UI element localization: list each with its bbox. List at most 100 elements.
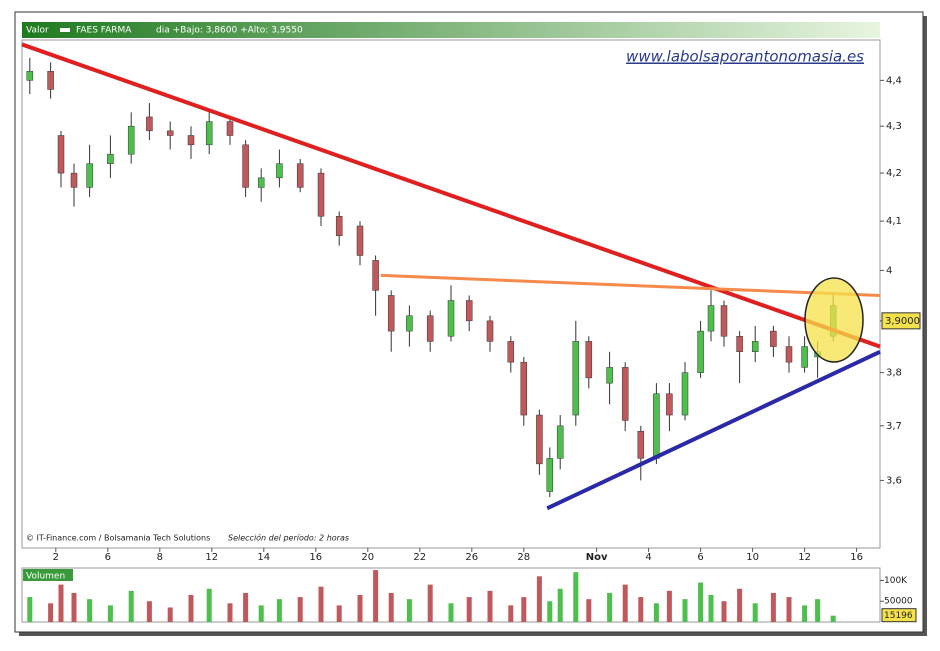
volume-bar xyxy=(276,599,282,622)
volume-bar xyxy=(770,592,776,622)
y-tick-label: 4,2 xyxy=(886,168,902,179)
volume-bar xyxy=(167,607,173,622)
volume-bar xyxy=(466,597,472,622)
period: Selección del período: 2 horas xyxy=(228,533,349,543)
volume-bar xyxy=(188,595,194,622)
x-tick-label: 12 xyxy=(205,552,218,563)
candle-body xyxy=(465,300,473,322)
header-field: Valor xyxy=(26,26,49,36)
candle-body xyxy=(70,172,78,188)
candle-body xyxy=(653,393,660,459)
footer: © IT-Finance.com / Bolsamania Tech Solut… xyxy=(26,534,210,543)
y-tick-label: 4,1 xyxy=(886,216,902,227)
volume-bar xyxy=(406,599,412,622)
candle-body xyxy=(486,320,494,342)
candle-body xyxy=(785,346,793,363)
x-tick-label: 2 xyxy=(53,552,59,563)
candle-body xyxy=(372,260,379,291)
candle-body xyxy=(801,346,808,368)
volume-tick-label: 50000 xyxy=(884,597,913,607)
volume-bar xyxy=(508,605,514,622)
x-tick-label: 12 xyxy=(798,552,811,563)
volume-bar xyxy=(87,599,93,622)
volume-last-box xyxy=(881,608,917,623)
volume-bar xyxy=(708,595,714,622)
candle-body xyxy=(585,341,593,379)
volume-last-label: 15196 xyxy=(884,611,913,621)
candle-body xyxy=(317,172,325,217)
last-price-box xyxy=(881,312,921,330)
volume-bar xyxy=(786,597,792,622)
candle-body xyxy=(447,300,455,337)
y-tick-label: 3,7 xyxy=(886,421,902,432)
candle-body xyxy=(507,341,515,363)
volume-bar xyxy=(815,599,821,622)
highlight-ellipse xyxy=(804,277,864,363)
trendline xyxy=(546,349,881,511)
volume-bar xyxy=(206,588,212,622)
volume-bar xyxy=(107,605,113,622)
volume-bar xyxy=(373,570,379,622)
volume-bar xyxy=(557,588,563,622)
volume-bar xyxy=(698,582,704,622)
candle-body xyxy=(546,458,554,492)
y-tick-label: 4,3 xyxy=(886,121,902,132)
candle-body xyxy=(536,414,543,465)
candle-body xyxy=(606,367,613,384)
volume-bar xyxy=(830,615,836,622)
volume-bar xyxy=(487,590,493,622)
header-name: FAES FARMA xyxy=(76,26,132,36)
volume-tick-label: 100K xyxy=(884,576,908,586)
volume-bar xyxy=(721,601,727,622)
volume-bar xyxy=(388,592,394,622)
volume-bar xyxy=(547,601,553,622)
volume-bar xyxy=(586,599,592,622)
x-tick-label: 6 xyxy=(697,552,703,563)
volume-bar xyxy=(297,597,303,622)
volume-bar xyxy=(357,595,363,622)
volume-bar xyxy=(802,605,808,622)
candle-body xyxy=(720,305,728,337)
volume-bar xyxy=(521,597,527,622)
volume-bar xyxy=(682,599,688,622)
header-info: dia +Bajo: 3,8600 +Alto: 3,9550 xyxy=(156,26,303,36)
header-bar xyxy=(22,22,880,38)
x-tick-label: Nov xyxy=(586,552,608,563)
y-tick-label: 4 xyxy=(886,265,892,276)
volume-bar xyxy=(638,597,644,622)
x-tick-label: 26 xyxy=(465,552,478,563)
candle-body xyxy=(226,121,234,136)
volume-title: Volumen xyxy=(26,572,65,582)
candle-body xyxy=(242,144,249,188)
y-tick-label: 3,8 xyxy=(886,368,902,379)
candle-body xyxy=(146,116,153,132)
volume-bar xyxy=(622,584,628,622)
candle-body xyxy=(187,135,195,146)
y-tick-label: 4,4 xyxy=(886,75,902,86)
volume-bar xyxy=(536,576,542,622)
x-tick-label: 28 xyxy=(517,552,530,563)
x-tick-label: 20 xyxy=(361,552,374,563)
candle-body xyxy=(520,361,528,416)
candle-body xyxy=(736,335,743,353)
candle-body xyxy=(406,315,413,332)
candle-body xyxy=(107,153,114,164)
candle-body xyxy=(127,125,135,155)
x-tick-label: 6 xyxy=(105,552,111,563)
header-swatch xyxy=(60,28,70,32)
y-tick-label: 3,6 xyxy=(886,475,902,486)
volume-bar xyxy=(737,588,743,622)
volume-bar xyxy=(27,597,33,622)
volume-bar xyxy=(227,603,233,622)
volume-bar xyxy=(448,603,454,622)
x-tick-label: 8 xyxy=(157,552,163,563)
candle-body xyxy=(26,71,34,81)
volume-tag xyxy=(23,569,73,581)
candle-body xyxy=(707,305,715,332)
volume-bar xyxy=(146,601,152,622)
x-tick-label: 22 xyxy=(413,552,426,563)
last-price-label: 3,9000 xyxy=(885,316,920,327)
x-tick-label: 14 xyxy=(257,552,270,563)
watermark: www.labolsaporantonomasia.es xyxy=(626,48,864,66)
